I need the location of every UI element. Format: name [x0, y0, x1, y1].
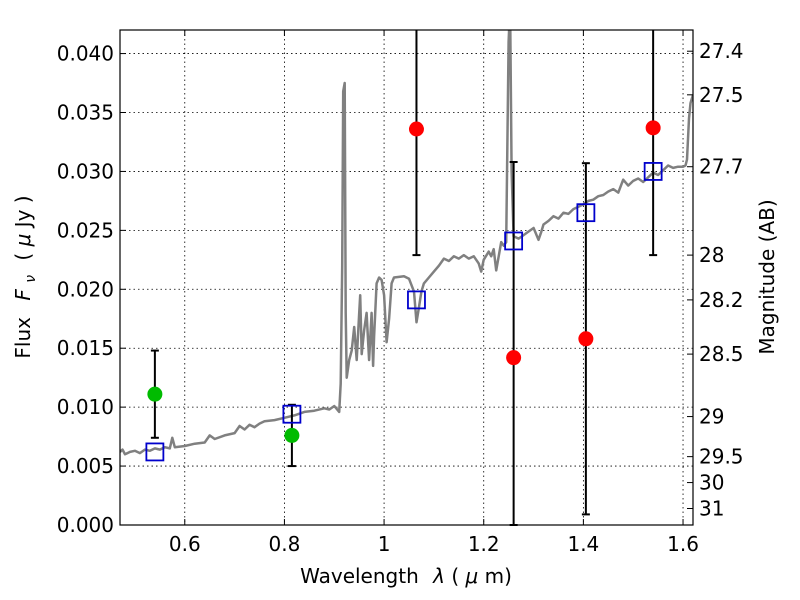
- detection-point: [147, 386, 163, 402]
- y-tick-label: 0.020: [57, 277, 114, 301]
- y2-tick-label: 27.5: [699, 83, 744, 107]
- model-photometry-square: [504, 231, 524, 251]
- x-tick-label: 1.2: [468, 532, 500, 556]
- upper-limit-point: [408, 121, 424, 137]
- y2-tick-label: 29.5: [699, 445, 744, 469]
- y-tick-label: 0.040: [57, 42, 114, 66]
- y-tick-label: 0.010: [57, 395, 114, 419]
- data-layer: [120, 30, 693, 526]
- y2-tick-label: 28: [699, 243, 724, 267]
- x-tick-label: 1.4: [567, 532, 599, 556]
- model-photometry-square: [407, 290, 426, 310]
- y-tick-label: 0.015: [57, 336, 114, 360]
- upper-limit-point: [506, 350, 522, 366]
- model-photometry-square: [576, 203, 596, 223]
- x-tick-label: 1: [378, 532, 391, 556]
- upper-limit-point: [645, 120, 661, 136]
- x-tick-label: 1.6: [667, 532, 699, 556]
- y2-tick-label: 29: [699, 405, 724, 429]
- y2-tick-label: 27.7: [699, 155, 744, 179]
- model-photometry-square: [282, 404, 302, 424]
- y-tick-label: 0.025: [57, 218, 114, 242]
- spectrum-line: [120, 30, 693, 456]
- detection-point: [284, 427, 300, 443]
- y2-tick-label: 30: [699, 471, 724, 495]
- y-tick-label: 0.035: [57, 101, 114, 125]
- y2-tick-label: 28.5: [699, 342, 744, 366]
- upper-limit-point: [578, 331, 594, 347]
- y-tick-label: 0.005: [57, 454, 114, 478]
- y2-tick-label: 27.4: [699, 39, 744, 63]
- x-axis-label: Wavelength λ ( μ m): [300, 564, 512, 588]
- y-axis-label: Flux F ν ( μ Jy ): [11, 195, 40, 358]
- y2-axis-label: Magnitude (AB): [755, 199, 779, 354]
- y-tick-label: 0.000: [57, 513, 114, 537]
- model-photometry-square: [145, 442, 165, 462]
- plot-frame: [119, 29, 694, 526]
- x-tick-label: 0.8: [269, 532, 301, 556]
- y2-tick-label: 28.2: [699, 288, 744, 312]
- tick-layer: 0.6 0.8 1 1.2 1.4 1.6 0.000 0.005 0.010 0.015 0.02…: [57, 30, 744, 556]
- x-tick-label: 0.6: [169, 532, 201, 556]
- y-tick-label: 0.030: [57, 159, 114, 183]
- y2-tick-label: 31: [699, 497, 724, 521]
- model-photometry-square: [643, 162, 663, 181]
